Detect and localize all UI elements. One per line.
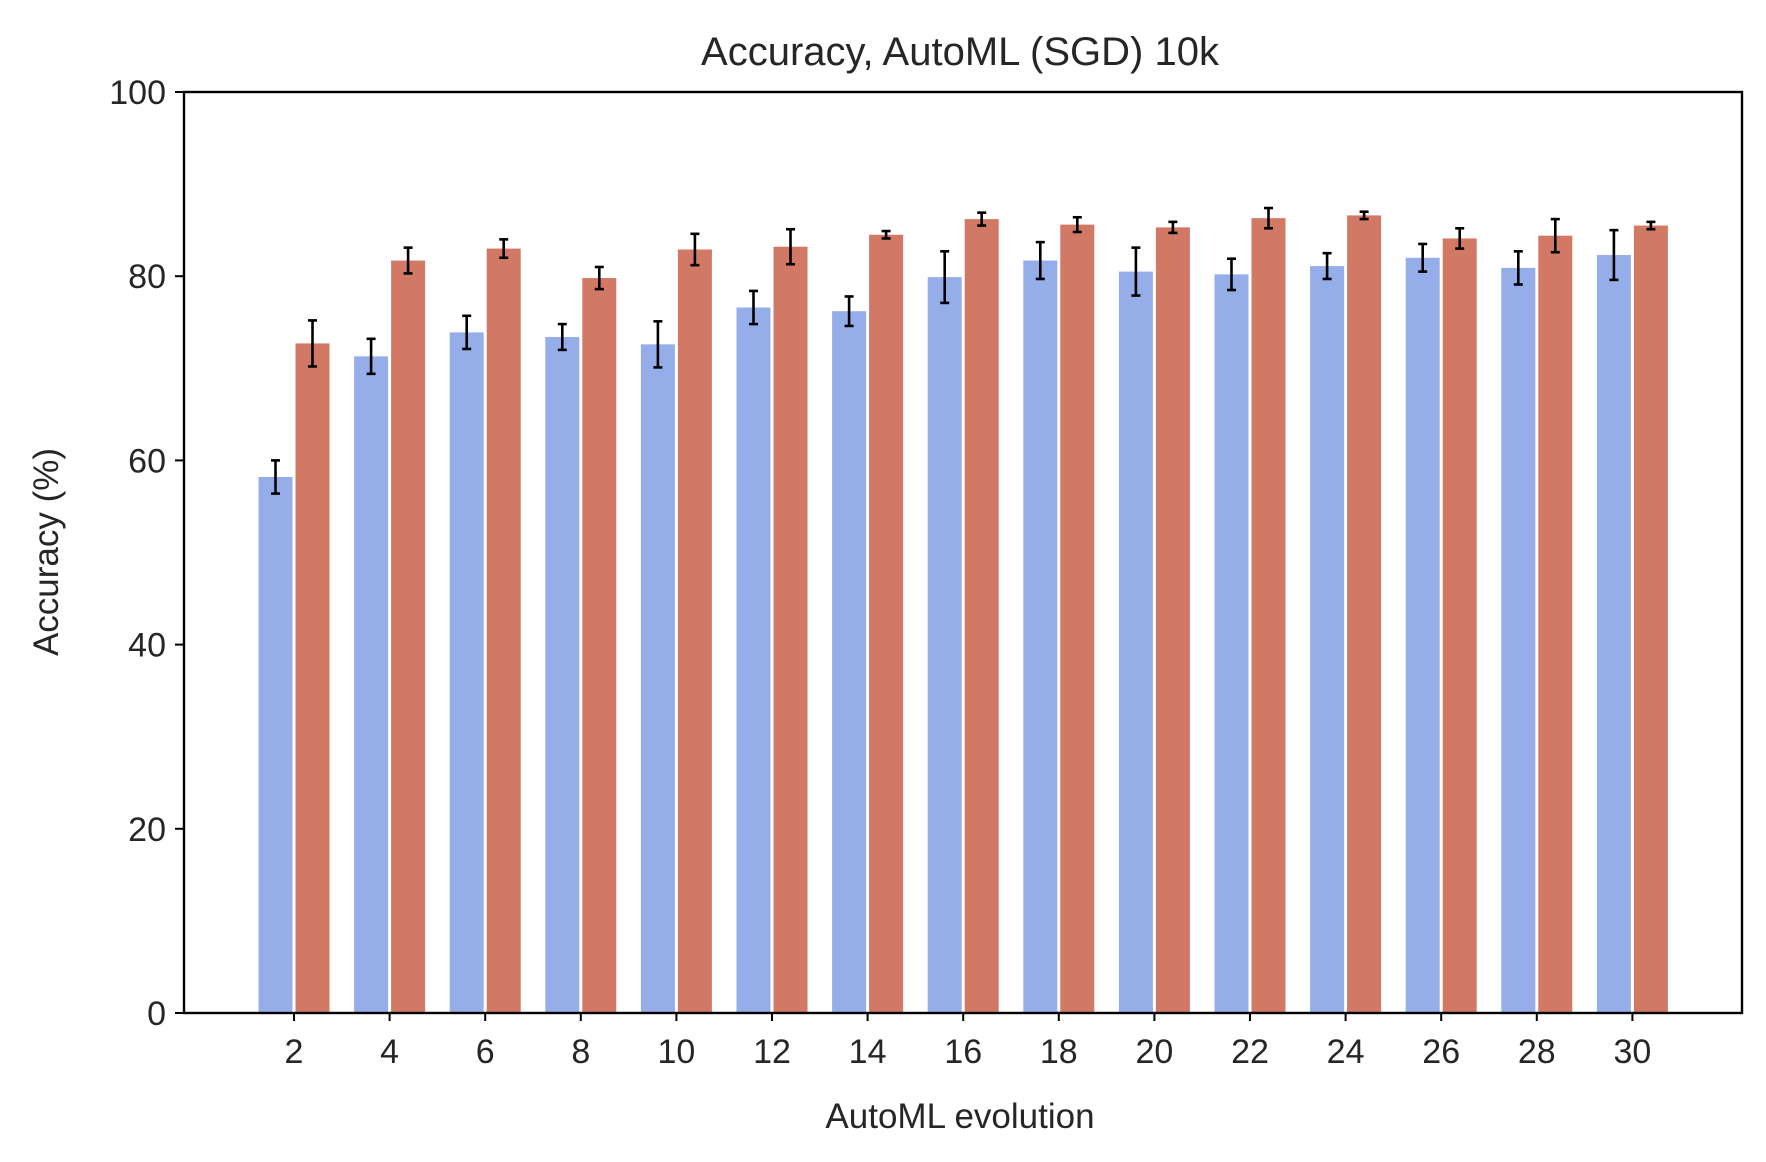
bar-series1-20 — [1118, 271, 1153, 1014]
error-bar-series1-6 — [462, 314, 472, 351]
y-tick-label-80: 80 — [128, 258, 166, 296]
error-bar-series1-12 — [749, 289, 758, 326]
bar-series2-14 — [869, 234, 904, 1013]
error-bar-series2-26 — [1455, 227, 1465, 250]
error-bar-series1-22 — [1227, 257, 1236, 292]
x-tick-label-28: 28 — [1518, 1033, 1556, 1071]
bar-series1-6 — [449, 332, 484, 1014]
error-bar-series1-4 — [366, 337, 376, 376]
bar-series2-22 — [1251, 218, 1286, 1013]
error-bar-series2-10 — [690, 232, 700, 267]
y-tick-label-20: 20 — [128, 811, 166, 849]
error-bar-series2-4 — [403, 246, 413, 275]
bar-series1-4 — [354, 356, 389, 1013]
bar-series2-10 — [677, 249, 712, 1014]
x-tick-label-18: 18 — [1040, 1033, 1078, 1071]
bar-series2-16 — [964, 219, 999, 1013]
error-bar-series2-12 — [786, 227, 795, 266]
error-bar-series2-6 — [499, 238, 509, 260]
bar-series2-4 — [391, 260, 426, 1014]
error-bar-series2-22 — [1264, 206, 1273, 230]
x-tick-label-24: 24 — [1327, 1033, 1365, 1071]
bar-series2-6 — [486, 248, 521, 1013]
bar-series1-22 — [1214, 274, 1249, 1013]
error-bar-series1-26 — [1418, 242, 1428, 273]
x-tick-label-6: 6 — [476, 1033, 495, 1071]
bar-series1-30 — [1596, 255, 1631, 1014]
error-bar-series2-14 — [881, 229, 891, 240]
chart-title: Accuracy, AutoML (SGD) 10k — [701, 30, 1220, 74]
bar-series2-26 — [1442, 238, 1477, 1014]
error-bar-series1-10 — [653, 320, 663, 369]
y-axis-label: Accuracy (%) — [27, 448, 66, 656]
error-bar-series2-20 — [1168, 220, 1178, 235]
bar-series1-24 — [1310, 266, 1345, 1014]
error-bar-series2-28 — [1550, 217, 1560, 254]
bar-series1-26 — [1405, 257, 1440, 1013]
error-bar-series2-24 — [1359, 210, 1369, 221]
bar-series1-10 — [640, 344, 675, 1013]
bar-series2-8 — [582, 278, 617, 1013]
bar-series1-14 — [832, 311, 867, 1013]
bar-series1-28 — [1501, 267, 1536, 1013]
y-tick-label-60: 60 — [128, 442, 166, 480]
bar-series2-12 — [773, 246, 808, 1013]
error-bar-series1-18 — [1035, 240, 1045, 281]
bar-series2-2 — [295, 343, 330, 1014]
error-bar-series1-24 — [1322, 251, 1332, 281]
x-tick-label-10: 10 — [657, 1033, 695, 1071]
error-bar-series1-16 — [940, 250, 950, 305]
bar-series1-2 — [258, 476, 293, 1013]
x-tick-label-26: 26 — [1422, 1033, 1460, 1071]
x-tick-label-16: 16 — [944, 1033, 982, 1071]
x-axis-label: AutoML evolution — [825, 1097, 1094, 1136]
error-bar-series2-30 — [1646, 220, 1656, 231]
error-bar-series1-8 — [557, 322, 567, 352]
x-tick-label-30: 30 — [1613, 1033, 1651, 1071]
bar-series2-24 — [1347, 215, 1382, 1013]
bar-series2-18 — [1060, 224, 1095, 1013]
bars-layer — [258, 215, 1668, 1014]
error-bar-series2-18 — [1072, 215, 1082, 234]
y-tick-label-40: 40 — [128, 627, 166, 665]
x-tick-label-4: 4 — [380, 1033, 399, 1071]
bar-series2-20 — [1155, 227, 1190, 1014]
error-bar-series2-16 — [977, 211, 987, 227]
y-tick-label-0: 0 — [147, 995, 166, 1033]
error-bar-series1-2 — [271, 459, 280, 495]
bar-series1-18 — [1023, 260, 1058, 1014]
x-tick-label-8: 8 — [571, 1033, 590, 1071]
error-bar-series1-20 — [1131, 246, 1141, 297]
error-bar-series1-14 — [844, 295, 854, 328]
x-tick-label-20: 20 — [1135, 1033, 1173, 1071]
x-tick-label-2: 2 — [285, 1033, 304, 1071]
bar-series1-12 — [736, 307, 771, 1013]
error-bar-series2-2 — [308, 319, 317, 368]
error-bar-series1-28 — [1513, 250, 1523, 286]
x-tick-label-12: 12 — [753, 1033, 791, 1071]
plot-frame — [182, 90, 1744, 1015]
error-bar-series2-8 — [594, 265, 604, 291]
bar-series2-28 — [1538, 235, 1573, 1013]
error-bars-layer — [271, 206, 1656, 495]
bar-series1-16 — [927, 277, 962, 1014]
bar-series1-8 — [545, 336, 580, 1014]
y-tick-label-100: 100 — [109, 74, 166, 112]
bar-series2-30 — [1633, 225, 1668, 1014]
x-tick-label-22: 22 — [1231, 1033, 1269, 1071]
error-bar-series1-30 — [1609, 228, 1619, 282]
x-tick-label-14: 14 — [849, 1033, 887, 1071]
